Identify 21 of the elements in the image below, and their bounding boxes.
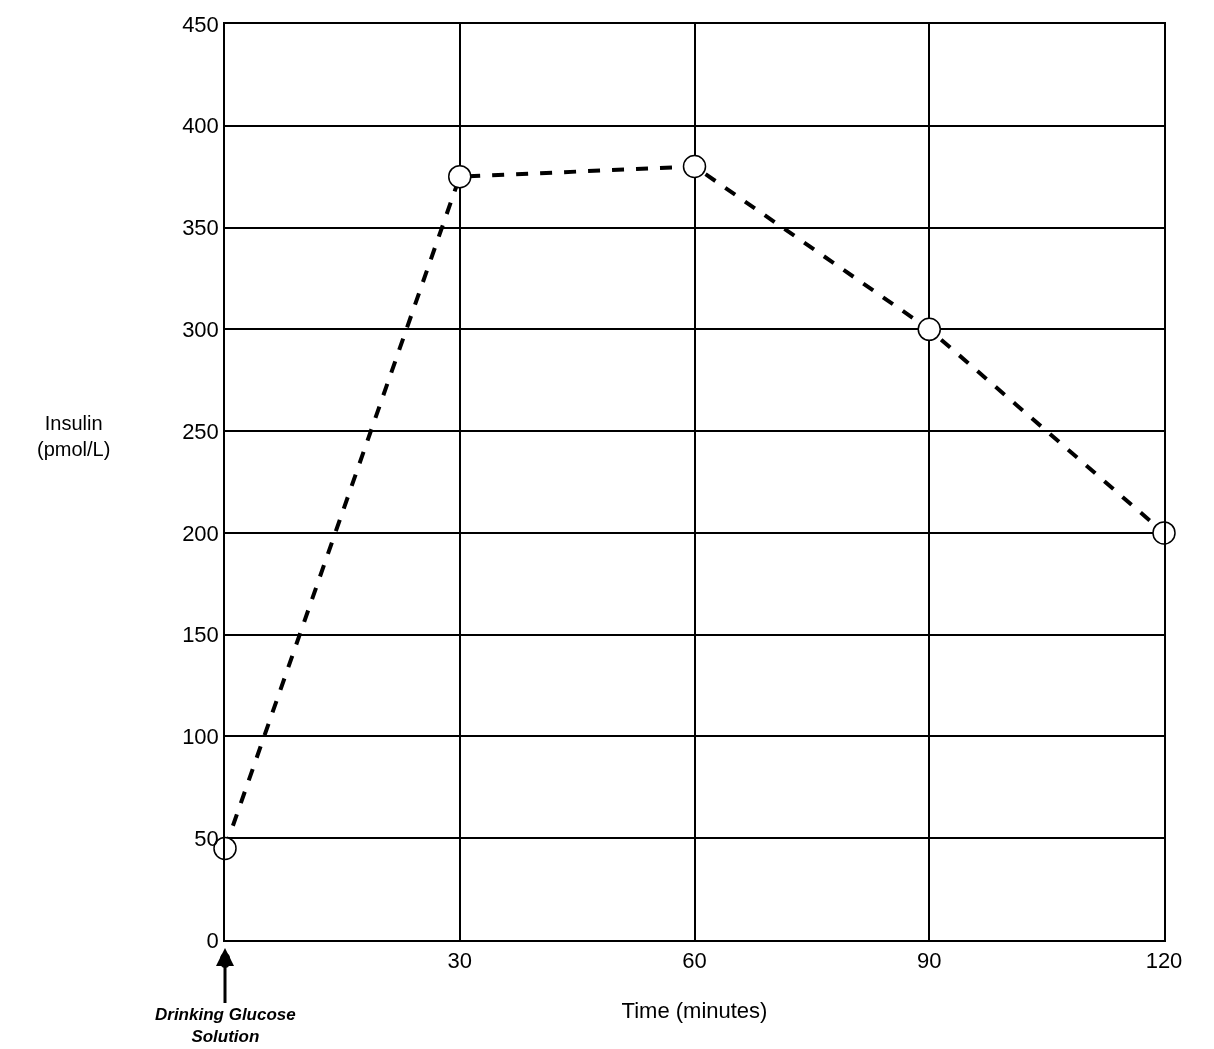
text: Drinking Glucose Solution [155, 1005, 296, 1047]
x-tick-label: 60 [682, 948, 707, 974]
x-tick-label: 30 [447, 948, 472, 974]
y-tick-label: 200 [182, 520, 219, 546]
y-tick-label: 350 [182, 215, 219, 241]
point [1152, 521, 1176, 545]
y-tick-label: 300 [182, 317, 219, 343]
point [917, 317, 941, 342]
y-tick-label: 400 [182, 113, 219, 139]
x-tick-label: 120 [1145, 948, 1183, 974]
y-axis-title: Insulin (pmol/L) [37, 412, 111, 460]
y-tick-label: 150 [182, 622, 219, 648]
point [682, 154, 707, 179]
y-tick-label: 450 [182, 11, 219, 37]
x-tick-label: 90 [917, 948, 942, 974]
y-tick-label: 50 [194, 825, 219, 851]
point [448, 164, 472, 189]
y-tick-label: 0 [206, 927, 219, 953]
y-tick-label: 100 [182, 724, 219, 750]
y-tick-label: 250 [182, 418, 219, 444]
x-axis-title: Time (minutes) [621, 997, 768, 1023]
